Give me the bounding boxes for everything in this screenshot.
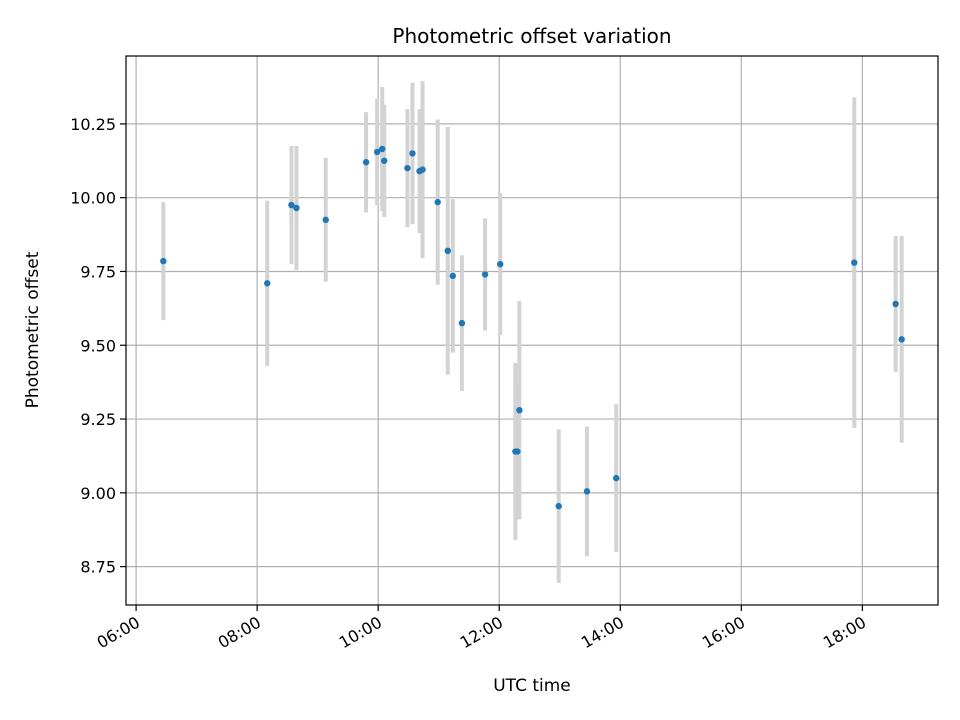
data-point [293, 204, 300, 212]
data-point [322, 216, 329, 224]
data-point [362, 159, 370, 166]
grid-lines [126, 56, 938, 605]
chart-title: Photometric offset variation [392, 24, 671, 48]
data-point [404, 164, 411, 172]
data-point [381, 157, 388, 164]
data-point [898, 336, 905, 343]
data-point [449, 272, 457, 280]
data-point [419, 166, 426, 173]
y-tick-label: 9.25 [80, 410, 116, 429]
y-axis-label: Photometric offset [23, 251, 43, 408]
data-point [481, 271, 489, 278]
data-point [583, 488, 591, 495]
data-point [514, 448, 521, 455]
data-point [160, 257, 167, 265]
data-point [458, 319, 466, 327]
x-tick-label: 08:00 [215, 613, 264, 653]
error-bars [161, 81, 904, 583]
x-tick-label: 12:00 [457, 613, 506, 653]
data-point [555, 502, 562, 510]
data-point [288, 201, 295, 209]
x-axis-label: UTC time [493, 676, 571, 696]
y-axis-ticks: 8.75 9.00 9.25 9.50 9.75 10.00 10.25 [70, 115, 126, 577]
data-point [516, 406, 523, 414]
data-point [613, 474, 620, 482]
x-tick-label: 10:00 [336, 613, 385, 653]
data-points [160, 145, 905, 510]
x-tick-label: 16:00 [699, 613, 748, 653]
data-point [444, 247, 451, 255]
data-point [497, 260, 504, 268]
x-axis-ticks: 06:00 08:00 10:00 12:00 14:00 16:00 18:00 [94, 605, 869, 653]
y-tick-label: 9.00 [80, 484, 116, 503]
x-tick-label: 18:00 [820, 613, 869, 653]
data-point [409, 150, 416, 157]
x-tick-label: 06:00 [94, 613, 143, 653]
y-tick-label: 10.00 [70, 189, 116, 208]
y-tick-label: 8.75 [80, 558, 116, 577]
x-tick-label: 14:00 [578, 613, 627, 653]
y-tick-label: 10.25 [70, 115, 116, 134]
data-point [851, 259, 858, 266]
data-point [264, 280, 271, 287]
y-tick-label: 9.50 [80, 336, 116, 355]
data-point [373, 148, 381, 156]
data-point [892, 300, 899, 308]
data-point [379, 145, 386, 153]
y-tick-label: 9.75 [80, 262, 116, 281]
data-point [434, 198, 441, 206]
plot-frame [125, 55, 939, 606]
